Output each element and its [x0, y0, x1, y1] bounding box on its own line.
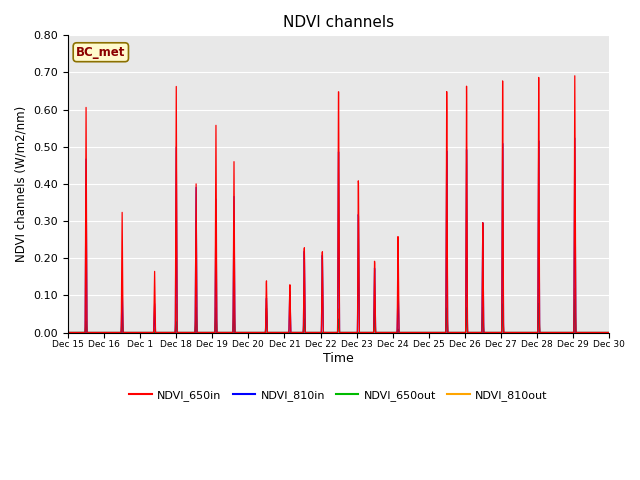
- NDVI_650out: [595, 330, 602, 336]
- X-axis label: Time: Time: [323, 352, 354, 365]
- NDVI_810in: [158, 330, 166, 336]
- Y-axis label: NDVI channels (W/m2/nm): NDVI channels (W/m2/nm): [15, 106, 28, 262]
- NDVI_810out: [536, 330, 544, 336]
- Legend: NDVI_650in, NDVI_810in, NDVI_650out, NDVI_810out: NDVI_650in, NDVI_810in, NDVI_650out, NDV…: [125, 385, 552, 406]
- NDVI_810in: [595, 330, 602, 336]
- NDVI_810in: [126, 330, 134, 336]
- NDVI_810in: [64, 330, 72, 336]
- NDVI_810in: [536, 330, 544, 336]
- NDVI_810out: [295, 330, 303, 336]
- NDVI_650in: [605, 330, 613, 336]
- NDVI_650out: [271, 330, 279, 336]
- NDVI_650in: [64, 330, 72, 336]
- NDVI_810in: [571, 135, 579, 141]
- NDVI_810in: [295, 330, 303, 336]
- NDVI_810out: [271, 330, 279, 336]
- NDVI_650out: [571, 297, 579, 302]
- NDVI_810out: [605, 330, 613, 336]
- NDVI_650in: [126, 330, 134, 336]
- NDVI_650out: [158, 330, 166, 336]
- NDVI_650in: [536, 330, 544, 336]
- NDVI_810out: [126, 330, 134, 336]
- NDVI_650out: [536, 330, 544, 336]
- Title: NDVI channels: NDVI channels: [283, 15, 394, 30]
- NDVI_650in: [571, 73, 579, 79]
- NDVI_650out: [126, 330, 134, 336]
- Line: NDVI_650in: NDVI_650in: [68, 76, 609, 333]
- NDVI_650in: [158, 330, 166, 336]
- NDVI_810in: [271, 330, 279, 336]
- Text: BC_met: BC_met: [76, 46, 125, 59]
- NDVI_810in: [605, 330, 613, 336]
- NDVI_810out: [595, 330, 602, 336]
- Line: NDVI_810out: NDVI_810out: [68, 288, 609, 333]
- NDVI_810out: [571, 286, 579, 291]
- NDVI_650in: [595, 330, 602, 336]
- NDVI_650in: [271, 330, 279, 336]
- NDVI_810out: [64, 330, 72, 336]
- NDVI_650out: [64, 330, 72, 336]
- Line: NDVI_810in: NDVI_810in: [68, 138, 609, 333]
- NDVI_650out: [605, 330, 613, 336]
- NDVI_650out: [295, 330, 303, 336]
- NDVI_650in: [295, 330, 303, 336]
- Line: NDVI_650out: NDVI_650out: [68, 300, 609, 333]
- NDVI_810out: [158, 330, 166, 336]
